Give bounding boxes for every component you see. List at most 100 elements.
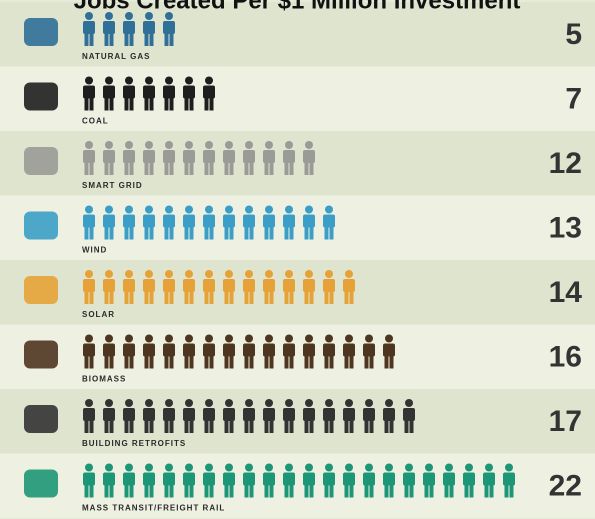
person-body bbox=[263, 408, 275, 421]
person-head bbox=[185, 334, 193, 343]
person-leg bbox=[124, 226, 129, 240]
person-leg bbox=[289, 226, 294, 240]
person-leg bbox=[329, 420, 334, 433]
person-head bbox=[225, 399, 233, 407]
person-leg bbox=[349, 291, 354, 304]
person-leg bbox=[124, 162, 129, 175]
category-label: COAL bbox=[82, 117, 109, 126]
person-body bbox=[263, 214, 275, 228]
person-leg bbox=[409, 420, 414, 433]
person-head bbox=[305, 463, 313, 472]
icon-row bbox=[83, 334, 395, 369]
person-head bbox=[145, 76, 153, 85]
person-leg bbox=[289, 162, 294, 175]
person-head bbox=[105, 463, 113, 472]
person-head bbox=[345, 270, 353, 278]
person-leg bbox=[229, 226, 234, 240]
person-head bbox=[145, 270, 153, 278]
person-leg bbox=[324, 291, 329, 304]
person-leg bbox=[409, 484, 414, 498]
person-head bbox=[305, 334, 313, 343]
person-leg bbox=[164, 355, 169, 369]
person-body bbox=[83, 343, 95, 357]
person-head bbox=[185, 270, 193, 278]
person-leg bbox=[104, 420, 109, 433]
person-leg bbox=[284, 484, 289, 498]
person-head bbox=[205, 270, 213, 278]
person-body bbox=[163, 279, 175, 292]
person-head bbox=[225, 141, 233, 149]
value-label: 17 bbox=[549, 405, 582, 438]
person-leg bbox=[104, 33, 109, 46]
person-body bbox=[123, 472, 135, 486]
person-body bbox=[343, 279, 355, 292]
person-leg bbox=[89, 420, 94, 433]
person-head bbox=[265, 399, 273, 407]
person-body bbox=[263, 343, 275, 357]
person-head bbox=[285, 141, 293, 149]
person-leg bbox=[144, 33, 149, 46]
person-head bbox=[285, 463, 293, 472]
person-leg bbox=[124, 291, 129, 304]
person-body bbox=[183, 214, 195, 228]
person-leg bbox=[269, 226, 274, 240]
person-body bbox=[323, 279, 335, 292]
person-body bbox=[103, 408, 115, 421]
person-head bbox=[125, 334, 133, 343]
category-icon bbox=[24, 340, 58, 369]
person-leg bbox=[224, 420, 229, 433]
value-label: 5 bbox=[565, 18, 582, 51]
person-head bbox=[325, 399, 333, 407]
person-leg bbox=[289, 355, 294, 369]
person-body bbox=[223, 472, 235, 486]
person-body bbox=[283, 150, 295, 163]
person-leg bbox=[189, 355, 194, 369]
row-band bbox=[0, 2, 595, 67]
person-leg bbox=[349, 484, 354, 498]
person-body bbox=[203, 408, 215, 421]
person-body bbox=[123, 85, 135, 99]
person-leg bbox=[244, 484, 249, 498]
person-body bbox=[83, 85, 95, 99]
person-leg bbox=[309, 420, 314, 433]
person-body bbox=[383, 472, 395, 486]
person-leg bbox=[249, 420, 254, 433]
person-head bbox=[185, 205, 193, 214]
person-head bbox=[265, 463, 273, 472]
person-body bbox=[403, 472, 415, 486]
person-leg bbox=[169, 355, 174, 369]
person-leg bbox=[344, 484, 349, 498]
person-leg bbox=[364, 355, 369, 369]
row-band bbox=[0, 260, 595, 325]
person-leg bbox=[389, 484, 394, 498]
person-leg bbox=[109, 226, 114, 240]
person-head bbox=[125, 76, 133, 85]
person-leg bbox=[284, 355, 289, 369]
person-body bbox=[243, 343, 255, 357]
person-leg bbox=[329, 484, 334, 498]
person-body bbox=[343, 408, 355, 421]
person-body bbox=[303, 214, 315, 228]
person-leg bbox=[264, 162, 269, 175]
person-head bbox=[265, 205, 273, 214]
person-leg bbox=[109, 291, 114, 304]
person-leg bbox=[104, 162, 109, 175]
person-leg bbox=[164, 484, 169, 498]
person-head bbox=[125, 12, 133, 20]
person-body bbox=[463, 472, 475, 486]
person-leg bbox=[149, 162, 154, 175]
person-leg bbox=[104, 97, 109, 111]
row-band bbox=[0, 389, 595, 454]
person-head bbox=[265, 141, 273, 149]
person-head bbox=[85, 334, 93, 343]
person-head bbox=[205, 76, 213, 85]
person-leg bbox=[224, 162, 229, 175]
icon-row bbox=[83, 205, 335, 240]
person-body bbox=[303, 408, 315, 421]
person-head bbox=[365, 399, 373, 407]
person-body bbox=[123, 343, 135, 357]
person-body bbox=[143, 85, 155, 99]
person-leg bbox=[149, 97, 154, 111]
person-leg bbox=[244, 420, 249, 433]
